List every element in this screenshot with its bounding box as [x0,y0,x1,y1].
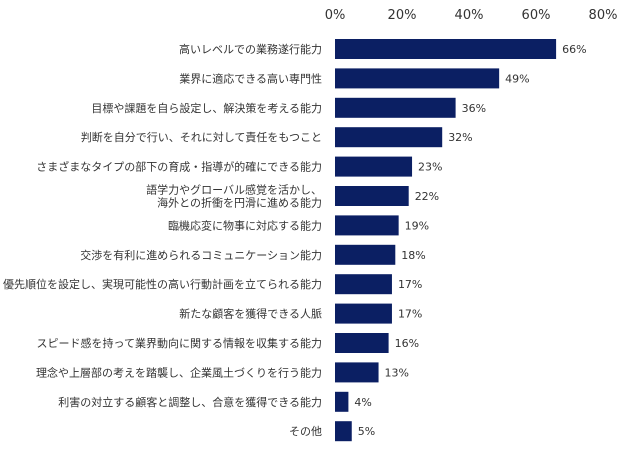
value-label: 22% [415,190,439,203]
bar [335,97,456,118]
bar [335,303,392,324]
category-label-line: 語学力やグローバル感覚を活かし、 [146,183,322,197]
category-label: 優先順位を設定し、実現可能性の高い行動計画を立てられる能力 [3,277,322,291]
category-label-line: 目標や課題を自ら設定し、解決策を考える能力 [91,101,322,115]
value-label: 36% [462,102,486,115]
category-label-line: 利害の対立する顧客と調整し、合意を獲得できる能力 [58,395,322,409]
value-label: 19% [405,219,429,232]
category-label: さまざまなタイプの部下の育成・指導が的確にできる能力 [36,160,322,174]
category-label: 新たな顧客を獲得できる人脈 [179,307,322,321]
bar [335,186,409,206]
category-label-line: 高いレベルでの業務遂行能力 [179,42,322,56]
category-label: スピード感を持って業界動向に関する情報を収集する能力 [37,336,322,350]
value-label: 13% [385,366,409,379]
x-tick-label: 20% [388,8,417,23]
category-label-line: 新たな顧客を獲得できる人脈 [179,307,322,321]
x-tick-label: 40% [455,8,484,23]
category-label-line: 業界に適応できる高い専門性 [179,71,322,85]
value-label: 4% [354,396,371,409]
category-label: その他 [289,425,322,438]
category-label-line: 判断を自分で行い、それに対して責任をもつこと [81,130,322,144]
category-label-line: スピード感を持って業界動向に関する情報を収集する能力 [37,336,322,350]
category-label-line: 理念や上層部の考えを踏襲し、企業風土づくりを行う能力 [36,365,322,379]
value-label: 66% [562,43,586,56]
category-label: 利害の対立する顧客と調整し、合意を獲得できる能力 [58,395,322,409]
value-label: 16% [395,337,419,350]
value-label: 23% [418,161,442,174]
category-label: 判断を自分で行い、それに対して責任をもつこと [81,130,322,144]
bar [335,68,500,89]
bar [335,391,349,412]
x-tick-label: 0% [325,8,346,23]
value-label: 17% [398,308,422,321]
x-tick-label: 60% [522,8,551,23]
bar [335,333,389,353]
x-tick-label: 80% [589,8,618,23]
bar [335,274,392,295]
category-label: 理念や上層部の考えを踏襲し、企業風土づくりを行う能力 [36,365,322,379]
bar [335,244,396,265]
value-label: 32% [448,131,472,144]
category-label-line: 臨機応変に物事に対応する能力 [168,218,322,232]
bar [335,127,443,148]
value-label: 17% [398,278,422,291]
bar [335,421,352,442]
bar [335,156,413,177]
value-label: 5% [358,425,375,438]
category-label-line: 交渉を有利に進められるコミュニケーション能力 [80,248,322,262]
category-label-line: さまざまなタイプの部下の育成・指導が的確にできる能力 [36,160,322,174]
category-label-line: 優先順位を設定し、実現可能性の高い行動計画を立てられる能力 [3,277,322,291]
category-label: 目標や課題を自ら設定し、解決策を考える能力 [91,101,322,115]
value-label: 18% [401,249,425,262]
bar [335,362,379,383]
category-label: 高いレベルでの業務遂行能力 [179,42,322,56]
category-label-line: その他 [289,425,322,438]
category-label-line: 海外との折衝を円滑に進める能力 [157,196,322,210]
bar [335,39,557,59]
category-label: 臨機応変に物事に対応する能力 [168,218,322,232]
value-label: 49% [505,72,529,85]
category-label: 交渉を有利に進められるコミュニケーション能力 [80,248,322,262]
category-label: 業界に適応できる高い専門性 [179,71,322,85]
bar [335,215,399,236]
category-label: 語学力やグローバル感覚を活かし、海外との折衝を円滑に進める能力 [146,183,322,210]
